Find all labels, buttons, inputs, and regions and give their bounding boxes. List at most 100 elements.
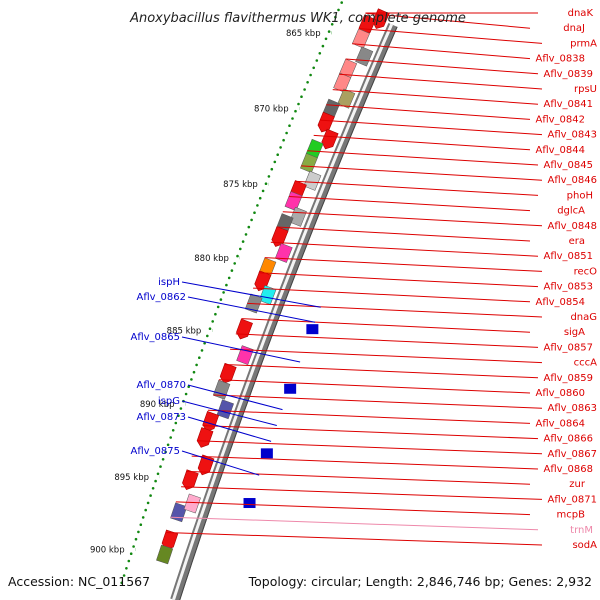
gene-label[interactable]: Aflv_0841 [543,99,593,110]
gene-label-reverse[interactable]: Aflv_0862 [136,292,186,303]
label-leader-line [241,318,531,333]
ruler-dot [206,334,209,338]
gene-label[interactable]: mcpB [557,510,586,521]
ruler-dot [324,37,328,41]
gene-label[interactable]: zur [569,479,586,490]
gene-label[interactable]: Aflv_0843 [547,130,597,141]
label-leader-line [218,379,531,394]
gene-feature[interactable] [236,345,254,366]
gene-label[interactable]: Aflv_0851 [543,251,593,262]
scale-tick-label: 865 kbp [286,29,321,39]
gene-feature[interactable] [216,399,234,420]
label-leader-line [186,470,531,485]
gene-label[interactable]: Aflv_0864 [535,418,585,429]
gene-feature[interactable] [371,8,390,31]
ruler-dot [169,436,172,439]
gene-label[interactable]: Aflv_0867 [547,449,597,460]
ruler-dot [139,523,143,526]
gene-label[interactable]: Aflv_0838 [535,54,585,65]
ruler-dot [303,88,306,91]
gene-label[interactable]: Aflv_0871 [547,494,597,505]
gene-feature[interactable] [170,502,188,523]
gene-feature[interactable] [181,469,199,492]
gene-label[interactable]: Aflv_0860 [535,388,585,399]
gene-label[interactable]: dnaK [568,8,594,19]
gene-feature[interactable] [212,379,231,400]
gene-label[interactable]: Aflv_0857 [543,342,593,353]
gene-feature[interactable] [235,318,253,341]
backbone-highlight [172,23,393,600]
gene-feature[interactable] [289,206,307,227]
gene-label[interactable]: Aflv_0866 [543,434,593,445]
ruler-dot [306,81,309,84]
ruler-dot [270,167,274,171]
gene-feature[interactable] [355,46,374,67]
gene-label[interactable]: sigA [564,327,585,338]
label-leader-line [365,12,531,29]
ruler-dot [149,494,152,497]
ruler-dot [233,262,236,265]
ruler-dot [264,182,268,185]
gene-label[interactable]: dnaG [570,312,597,323]
gene-label[interactable]: Aflv_0842 [535,114,585,125]
gene-feature[interactable] [156,544,174,565]
reverse-gene-feature[interactable] [260,448,273,459]
ruler-dot [216,305,220,309]
gene-label[interactable]: Aflv_0839 [543,69,593,80]
gene-label[interactable]: Aflv_0853 [543,282,593,293]
gene-feature[interactable] [195,427,214,450]
reverse-gene-feature[interactable] [243,498,256,509]
gene-feature[interactable] [303,170,322,191]
gene-label-reverse[interactable]: ispG [158,396,180,407]
ruler-dot [315,59,319,62]
gene-label[interactable]: Aflv_0844 [535,145,585,156]
gene-label[interactable]: recO [574,266,598,277]
scale-tick-label: 900 kbp [90,546,125,556]
ruler-dot [225,283,228,287]
reverse-gene-feature[interactable] [284,383,297,394]
gene-label[interactable]: cccA [574,358,597,369]
gene-feature[interactable] [351,28,371,49]
gene-label[interactable]: dnaJ [563,23,585,34]
gene-label[interactable]: Aflv_0848 [547,221,597,232]
gene-label[interactable]: Aflv_0846 [547,175,597,186]
ruler-dot [273,160,277,164]
gene-label[interactable]: rpsU [574,84,597,95]
ruler-dot [297,102,300,106]
gene-label-reverse[interactable]: Aflv_0865 [130,332,180,343]
gene-label[interactable]: phoH [567,190,593,201]
gene-feature[interactable] [274,242,293,263]
ruler-dot [166,443,170,447]
gene-feature[interactable] [316,111,335,134]
genome-summary-text: Topology: circular; Length: 2,846,746 bp… [248,574,592,589]
scale-tick-label: 885 kbp [167,327,202,337]
gene-label-reverse[interactable]: ispH [158,277,180,288]
ruler-dot [161,458,165,461]
gene-label-reverse[interactable]: Aflv_0873 [136,412,186,423]
gene-feature[interactable] [183,493,201,514]
gene-label[interactable]: sodA [572,540,597,551]
gene-label[interactable]: prmA [570,38,597,49]
gene-feature[interactable] [300,153,318,173]
reverse-gene-feature[interactable] [306,324,319,335]
gene-label[interactable]: Aflv_0845 [543,160,593,171]
ruler-dot [174,421,178,425]
ruler-dot [258,196,262,200]
ruler-dot [120,581,123,585]
gene-label[interactable]: era [569,236,585,247]
gene-label[interactable]: Aflv_0854 [535,297,585,308]
gene-label[interactable]: trnM [570,525,593,536]
gene-feature[interactable] [258,285,277,305]
gene-label[interactable]: dglcA [557,206,585,217]
label-leader-line [181,486,543,500]
ruler-dot [200,349,204,352]
gene-label[interactable]: Aflv_0859 [543,373,593,384]
gene-feature[interactable] [320,128,339,151]
gene-label-reverse[interactable]: Aflv_0870 [136,380,186,391]
ruler-dot [285,131,288,135]
gene-label-reverse[interactable]: Aflv_0875 [130,446,180,457]
ruler-dot [250,218,253,222]
gene-label[interactable]: Aflv_0863 [547,403,597,414]
gene-label[interactable]: Aflv_0868 [543,464,593,475]
